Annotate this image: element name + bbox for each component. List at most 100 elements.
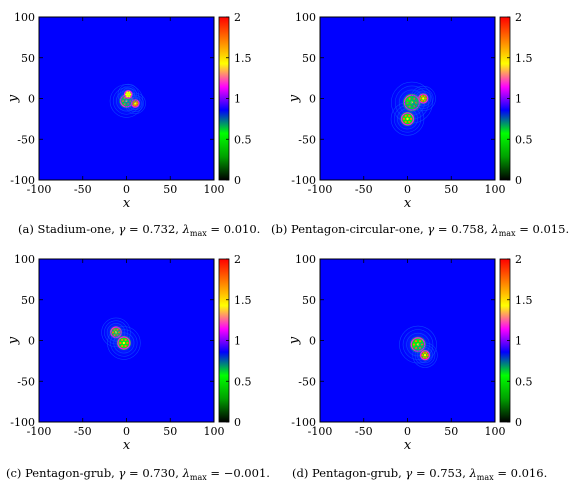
- spot-group: [100, 316, 143, 362]
- y-tick-label: -100: [10, 174, 35, 187]
- x-tick-label: 0: [123, 425, 130, 438]
- x-tick-label: -50: [74, 183, 92, 196]
- spot-peak: [408, 120, 411, 124]
- spot-ring: [107, 326, 141, 360]
- caption-gamma: 0.753: [429, 466, 463, 480]
- y-axis-label: y: [6, 94, 21, 103]
- colorbar-tick-label: 1.5: [234, 294, 252, 307]
- x-tick-label: -100: [308, 425, 333, 438]
- x-tick-label: 100: [204, 425, 225, 438]
- spot-peak: [423, 99, 426, 102]
- y-tick-label: -50: [17, 375, 35, 388]
- spot-peak: [422, 351, 425, 354]
- caption-label: (d) Pentagon-grub,: [292, 466, 406, 480]
- x-tick-label: -100: [27, 425, 52, 438]
- spot-ring: [412, 88, 434, 109]
- spot-center: [423, 353, 427, 357]
- y-tick-label: 50: [302, 294, 316, 307]
- colorbar-tick-label: 2: [234, 11, 241, 24]
- colorbar: 0 0.5 1 1.5 2: [499, 253, 533, 429]
- spot-peak: [423, 95, 426, 98]
- colorbar-tick-label: 0: [515, 174, 522, 187]
- y-tick-label: 0: [28, 335, 35, 348]
- x-tick-label: 50: [444, 425, 458, 438]
- spot-peak: [128, 95, 131, 98]
- colorbar-tick-label: 0: [515, 416, 522, 429]
- x-tick-label: 100: [204, 183, 225, 196]
- spot-peak: [420, 95, 424, 98]
- spot-peak: [121, 344, 124, 348]
- colorbar-tick-label: 0: [234, 416, 241, 429]
- spot-ring: [412, 342, 438, 368]
- spot-edge: [400, 112, 415, 126]
- spot-peak: [408, 114, 411, 117]
- x-tick-label: -50: [355, 183, 373, 196]
- y-tick-label: 50: [302, 52, 316, 65]
- caption-lambda: 0.016: [510, 466, 544, 480]
- colorbar-tick-label: 0: [234, 174, 241, 187]
- colorbar-tick-label: 2: [515, 253, 522, 266]
- spot-peak: [124, 344, 127, 348]
- spot-ring: [117, 83, 139, 106]
- y-tick-label: 100: [295, 253, 316, 266]
- spot-ring: [397, 108, 418, 130]
- caption-d: (d) Pentagon-grub, γ = 0.753, λmax = 0.0…: [292, 466, 548, 482]
- spot-ring: [119, 85, 137, 104]
- spot-peak: [414, 340, 418, 343]
- spot-peak: [121, 338, 124, 342]
- colorbar-tick-label: 1: [515, 93, 522, 106]
- colorbar-tick-label: 0.5: [234, 375, 252, 388]
- colorbar-tick-label: 1.5: [515, 52, 533, 65]
- colorbar-tick-label: 0.5: [234, 133, 252, 146]
- spot-center: [127, 93, 130, 96]
- colorbar-tick-label: 1.5: [515, 294, 533, 307]
- spot-ring: [113, 332, 135, 354]
- y-tick-label: 50: [21, 294, 35, 307]
- spot-edge: [123, 90, 133, 99]
- colorbar-tick-label: 1: [515, 335, 522, 348]
- colorbar-tick-label: 0.5: [515, 133, 533, 146]
- spot-peak: [422, 356, 425, 359]
- caption-c: (c) Pentagon-grub, γ = 0.730, λmax = −0.…: [6, 466, 270, 482]
- spot-peak: [124, 338, 127, 342]
- x-tick-label: 0: [123, 183, 130, 196]
- x-tick-label: 100: [485, 425, 506, 438]
- spot-group: [397, 324, 439, 369]
- spot-peak: [135, 104, 138, 107]
- caption-label: (a) Stadium-one,: [18, 222, 119, 236]
- x-axis-label: x: [123, 438, 131, 453]
- spot-peak: [402, 117, 406, 120]
- y-axis-label: y: [6, 336, 21, 345]
- spot-group: [389, 79, 437, 138]
- x-tick-label: 50: [444, 183, 458, 196]
- x-tick-label: 50: [163, 425, 177, 438]
- spot-peak: [404, 114, 407, 117]
- spot-edge: [419, 350, 431, 361]
- spot-peak: [124, 93, 128, 96]
- spot-ring: [414, 344, 436, 366]
- x-tick-label: 0: [404, 425, 411, 438]
- caption-label: (c) Pentagon-grub,: [6, 466, 119, 480]
- spot-peak: [126, 341, 129, 345]
- y-tick-label: 100: [14, 253, 35, 266]
- colorbar-tick-label: 0.5: [515, 375, 533, 388]
- spot-peak: [418, 340, 422, 343]
- spot-peak: [425, 351, 428, 354]
- colorbar-tick-label: 1.5: [234, 52, 252, 65]
- spot-peak: [425, 356, 428, 359]
- y-tick-label: -50: [298, 133, 316, 146]
- y-tick-label: -50: [298, 375, 316, 388]
- x-tick-label: 0: [404, 183, 411, 196]
- spot-edge: [418, 93, 429, 104]
- colorbar: 0 0.5 1 1.5 2: [218, 253, 252, 429]
- y-tick-label: -50: [17, 133, 35, 146]
- y-tick-label: -100: [291, 416, 316, 429]
- y-axis-label: y: [287, 336, 302, 345]
- y-tick-label: 0: [309, 93, 316, 106]
- y-tick-label: 100: [14, 11, 35, 24]
